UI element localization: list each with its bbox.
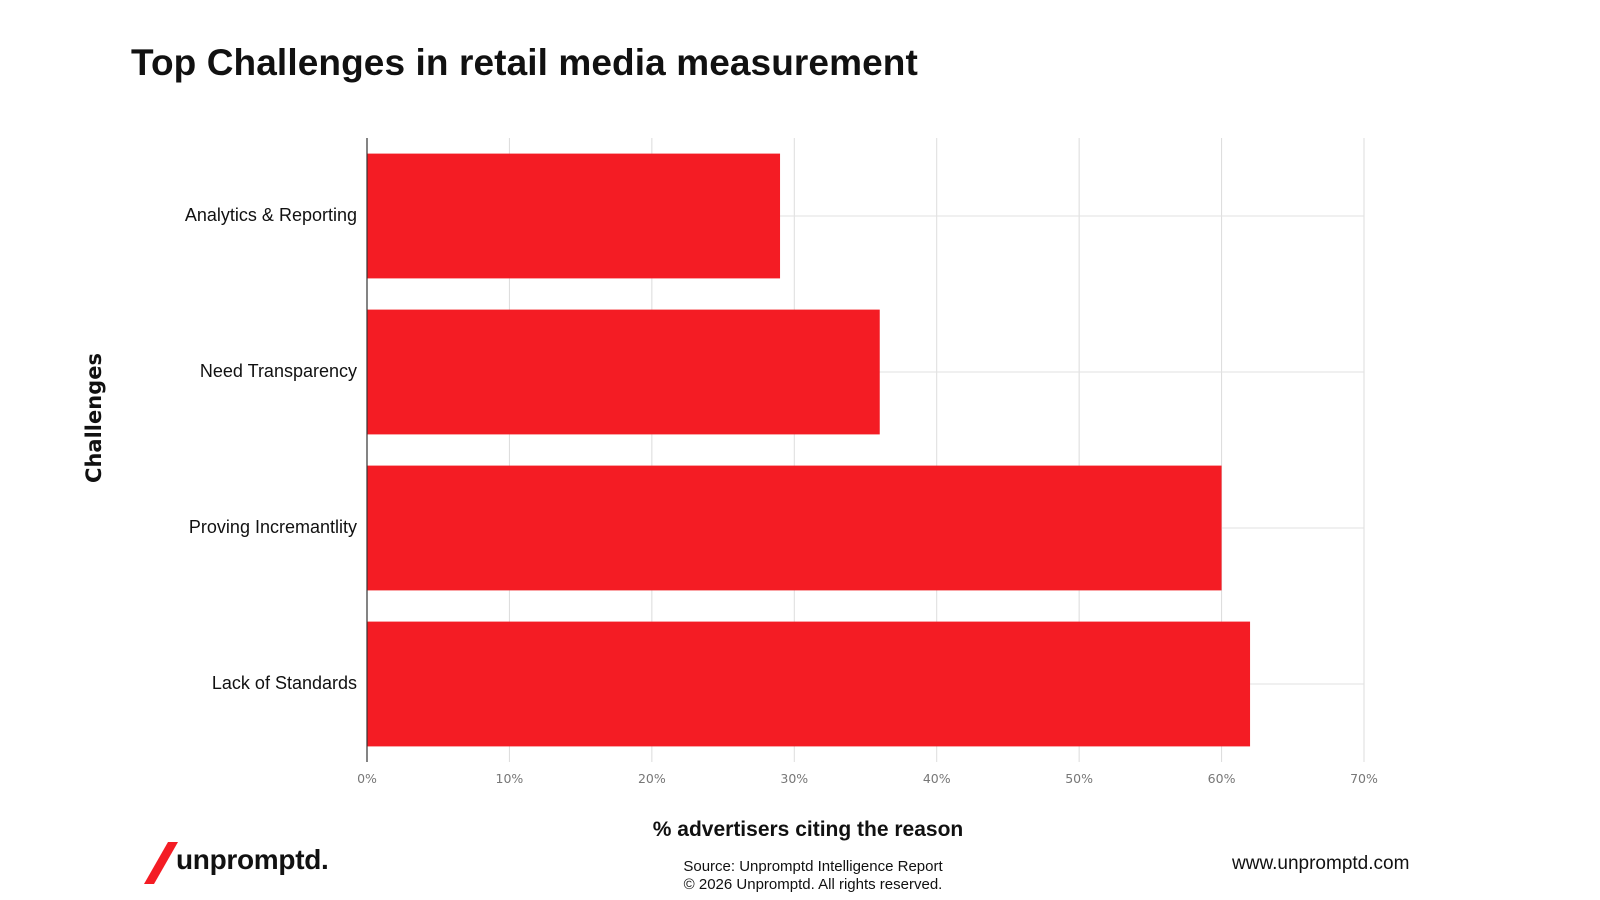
bar bbox=[367, 465, 1222, 591]
source-line: Source: Unpromptd Intelligence Report bbox=[683, 858, 943, 875]
x-tick-labels: 0% 10% 20% 30% 40% 50% 60% 70% bbox=[357, 771, 1378, 786]
category-label: Proving Incremantlity bbox=[189, 517, 357, 537]
x-tick-label: 10% bbox=[496, 771, 524, 786]
x-tick-label: 60% bbox=[1208, 771, 1236, 786]
category-label: Lack of Standards bbox=[212, 673, 357, 693]
x-tick-label: 70% bbox=[1350, 771, 1378, 786]
category-labels: Analytics & Reporting Need Transparency Pr… bbox=[185, 205, 357, 693]
x-axis-label: % advertisers citing the reason bbox=[652, 818, 964, 841]
website-url: www.unpromptd.com bbox=[1232, 853, 1410, 874]
x-tick-label: 30% bbox=[780, 771, 808, 786]
category-label: Need Transparency bbox=[200, 361, 357, 381]
bar bbox=[367, 621, 1251, 747]
logo-wordmark: unpromptd. bbox=[176, 844, 329, 875]
logo-slash-icon bbox=[144, 842, 178, 884]
x-tick-label: 40% bbox=[923, 771, 951, 786]
copyright-line: © 2026 Unpromptd. All rights reserved. bbox=[683, 876, 943, 893]
bars bbox=[367, 153, 1251, 747]
bar bbox=[367, 309, 880, 435]
x-tick-label: 20% bbox=[638, 771, 666, 786]
source-note: Source: Unpromptd Intelligence Report © … bbox=[683, 858, 942, 894]
x-tick-label: 50% bbox=[1065, 771, 1093, 786]
bar bbox=[367, 153, 781, 279]
chart-title: Top Challenges in retail media measureme… bbox=[131, 42, 918, 83]
category-label: Analytics & Reporting bbox=[185, 205, 357, 225]
brand-logo: unpromptd. bbox=[142, 842, 342, 886]
x-tick-label: 0% bbox=[357, 771, 377, 786]
